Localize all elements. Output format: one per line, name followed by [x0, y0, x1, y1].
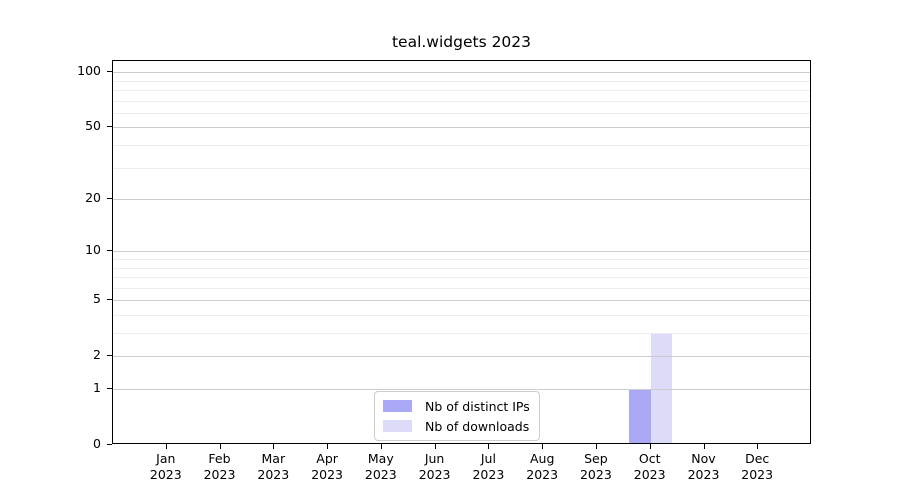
legend-label-distinct-ips: Nb of distinct IPs [425, 398, 530, 414]
y-tick-label: 100 [77, 63, 101, 79]
gridline-minor [113, 277, 810, 278]
x-tick-label: Apr 2023 [311, 451, 343, 482]
legend-item-distinct-ips: Nb of distinct IPs [383, 397, 530, 415]
gridline-minor [113, 100, 810, 102]
gridline-major [113, 356, 810, 358]
legend-swatch-downloads-icon [383, 420, 412, 432]
x-tick-label: Jan 2023 [149, 451, 182, 482]
y-tick-label: 2 [93, 347, 101, 363]
x-tick [757, 444, 759, 449]
x-tick [165, 444, 167, 449]
gridline-major [113, 199, 810, 201]
x-tick-label: May 2023 [364, 451, 397, 482]
x-tick-label: Aug 2023 [526, 451, 559, 482]
x-tick [327, 444, 329, 449]
gridline-minor [113, 259, 810, 260]
gridline-minor [113, 333, 810, 334]
y-tick [107, 388, 112, 389]
gridline-major [113, 251, 810, 253]
x-tick-label: Dec 2023 [741, 451, 774, 482]
gridline-major [113, 300, 810, 302]
x-tick [434, 444, 436, 449]
x-tick [703, 444, 705, 449]
y-tick [107, 71, 112, 73]
gridline-minor [113, 315, 810, 316]
y-tick [107, 355, 112, 357]
y-tick [107, 198, 112, 200]
gridline-minor [113, 167, 810, 169]
legend-item-downloads: Nb of downloads [383, 417, 530, 435]
plot-area [112, 60, 811, 444]
gridline-minor [113, 80, 810, 82]
gridline-minor [113, 145, 810, 146]
x-tick-label: Nov 2023 [687, 451, 720, 482]
y-tick [107, 299, 112, 301]
y-tick [107, 444, 112, 445]
gridline-major [113, 389, 810, 390]
bar-distinct-ips-oct [629, 389, 651, 443]
gridline-minor [113, 90, 810, 91]
x-tick [488, 444, 490, 449]
gridline-minor [113, 112, 810, 114]
x-tick [542, 444, 544, 449]
legend-swatch-distinct-ips-icon [383, 400, 412, 412]
chart-title: teal.widgets 2023 [391, 33, 532, 51]
y-tick-label: 10 [85, 242, 101, 258]
gridline-minor [113, 267, 810, 269]
x-tick [380, 444, 382, 449]
bar-downloads-oct [650, 333, 673, 443]
x-tick [649, 444, 651, 449]
x-tick-label: Oct 2023 [633, 451, 666, 482]
y-tick-label: 5 [93, 291, 101, 307]
x-tick-label: Jun 2023 [418, 451, 451, 482]
y-tick [107, 126, 112, 128]
y-tick-label: 50 [85, 118, 101, 134]
legend: Nb of distinct IPs Nb of downloads [374, 391, 540, 441]
gridline-major [113, 72, 810, 74]
x-tick-label: Feb 2023 [203, 451, 236, 482]
legend-label-downloads: Nb of downloads [425, 418, 530, 434]
x-tick-label: Jul 2023 [472, 451, 505, 482]
x-tick-label: Mar 2023 [257, 451, 290, 482]
x-tick [219, 444, 221, 449]
x-tick-label: Sep 2023 [579, 451, 612, 482]
y-tick-label: 20 [85, 190, 101, 206]
gridline-major [113, 127, 810, 129]
x-tick [273, 444, 275, 449]
y-tick [107, 250, 112, 252]
y-tick-label: 0 [93, 436, 101, 451]
gridline-minor [113, 287, 810, 289]
y-tick-label: 1 [93, 380, 101, 395]
x-tick [595, 444, 597, 449]
